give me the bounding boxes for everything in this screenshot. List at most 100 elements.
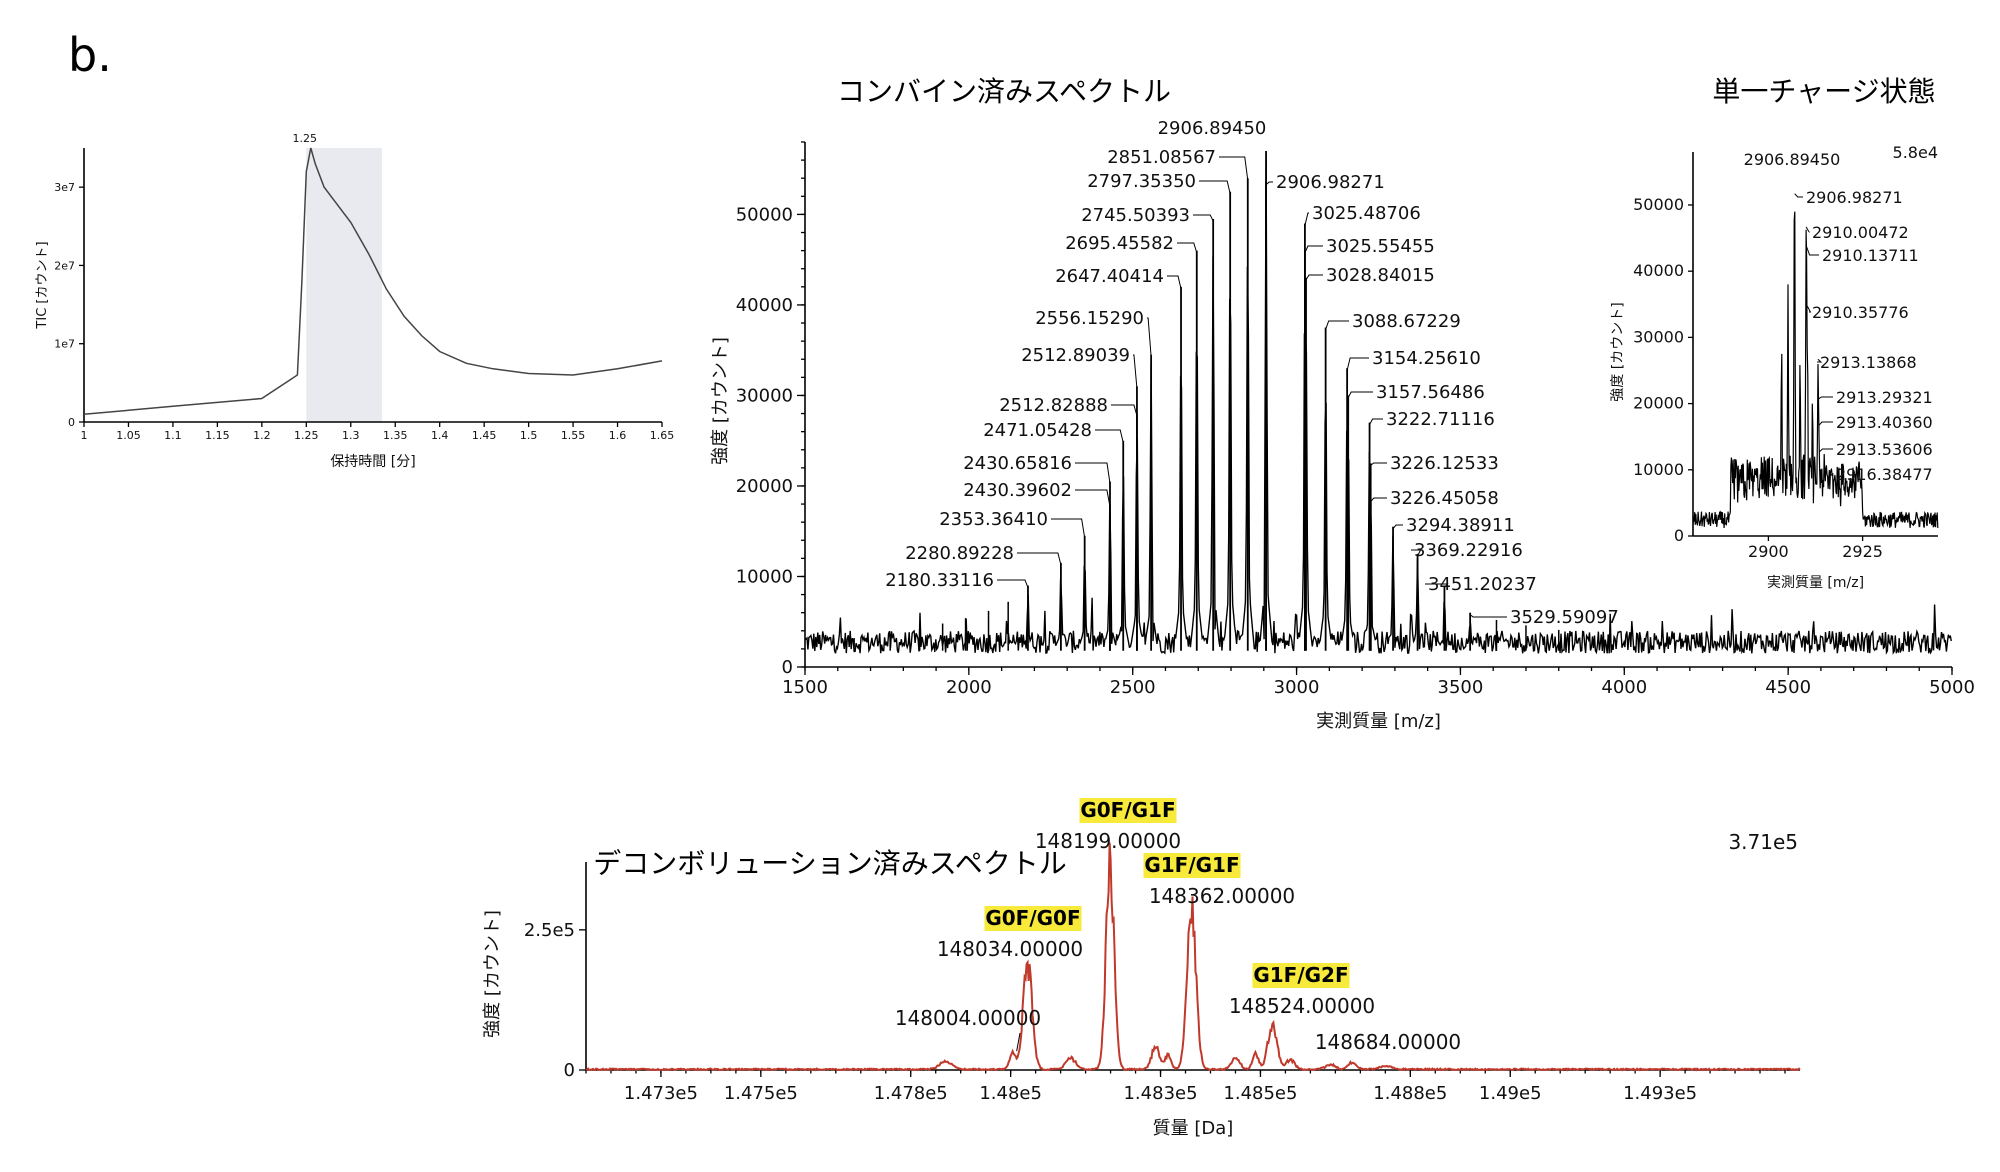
combined-peak-label: 3157.56486	[1376, 382, 1485, 403]
combined-label-leader	[1305, 274, 1323, 281]
decon-x-tick-label: 1.48e5	[979, 1083, 1042, 1104]
combined-peak-label: 2280.89228	[905, 543, 1014, 564]
combined-label-leader	[1469, 614, 1507, 618]
decon-max-label: 3.71e5	[1728, 830, 1798, 854]
combined-peak-label: 2906.98271	[1276, 172, 1385, 193]
tic-x-tick-label: 1.4	[431, 429, 449, 442]
combined-label-leader	[1111, 404, 1138, 416]
combined-peak-label: 3451.20237	[1428, 574, 1537, 595]
combined-label-leader	[1075, 462, 1111, 484]
combined-peak-label: 2430.65816	[963, 453, 1072, 474]
decon-x-tick-label: 1.475e5	[724, 1083, 798, 1104]
combined-y-tick-label: 50000	[736, 204, 793, 225]
decon-x-tick-label: 1.49e5	[1479, 1083, 1542, 1104]
decon-y-tick-label: 0	[564, 1060, 575, 1081]
inset-title: 単一チャージ状態	[1712, 75, 1935, 108]
combined-label-leader	[1219, 156, 1249, 181]
combined-x-tick-label: 2500	[1110, 677, 1156, 698]
inset-max-label: 5.8e4	[1893, 143, 1938, 162]
tic-x-tick-label: 1.55	[561, 429, 586, 442]
inset-label-leader	[1829, 473, 1834, 476]
combined-peak-label: 2695.45582	[1065, 233, 1174, 254]
tic-x-tick-label: 1	[81, 429, 88, 442]
tic-series-line	[83, 147, 663, 415]
combined-peak-label: 3025.55455	[1326, 236, 1435, 257]
glycoform-label: G0F/G1F	[1080, 798, 1175, 822]
inset-label-leader	[1806, 306, 1812, 313]
inset-peak-label: 2910.00472	[1812, 223, 1909, 242]
combined-x-tick-label: 2000	[946, 677, 992, 698]
panel-label: b.	[68, 28, 112, 82]
inset-peak-label: 2913.53606	[1836, 440, 1933, 459]
glycoform-label: G0F/G0F	[985, 906, 1080, 930]
combined-label-leader	[1017, 552, 1062, 566]
inset-y-tick-label: 0	[1674, 526, 1684, 545]
combined-peak-label: 2851.08567	[1107, 147, 1216, 168]
tic-x-tick-label: 1.2	[253, 429, 271, 442]
combined-label-leader	[1369, 418, 1383, 425]
tic-chart: 1 1.05 1.1 1.15 1.2 1.25 1.3 1.35 1.4 1.45 1.5 1.55…	[35, 132, 674, 470]
decon-x-axis-label: 質量 [Da]	[1153, 1118, 1234, 1139]
tic-y-axis-label: TIC [カウント]	[35, 241, 50, 329]
inset-y-tick-label: 20000	[1633, 394, 1684, 413]
combined-peak-label: 2430.39602	[963, 480, 1072, 501]
inset-label-leader	[1818, 421, 1833, 426]
glycoform-label: G1F/G2F	[1253, 963, 1348, 987]
glycoform-highlight	[1252, 963, 1350, 988]
decon-title: デコンボリューション済みスペクトル	[593, 847, 1066, 880]
decon-x-tick-label: 1.473e5	[624, 1083, 698, 1104]
glycoform-label: G1F/G1F	[1144, 853, 1239, 877]
glycoform-highlight	[1079, 798, 1177, 823]
combined-peak-label: 3369.22916	[1414, 540, 1523, 561]
decon-y-tick-label: 2.5e5	[524, 920, 575, 941]
tic-x-axis-label: 保持時間 [分]	[330, 454, 415, 470]
inset-peak-label: 2913.29321	[1836, 388, 1933, 407]
tic-y-tick-label: 1e7	[54, 338, 75, 351]
combined-label-leader	[1304, 212, 1309, 226]
tic-x-tick-label: 1.5	[520, 429, 538, 442]
decon-x-tick-label: 1.485e5	[1223, 1083, 1297, 1104]
combined-y-tick-label: 20000	[736, 476, 793, 497]
decon-peak-label: 148199.00000	[1035, 829, 1181, 853]
decon-x-tick-label: 1.493e5	[1623, 1083, 1697, 1104]
inset-label-leader	[1819, 448, 1833, 453]
combined-peak-label: 2512.82888	[999, 395, 1108, 416]
combined-spectrum-line	[804, 160, 1952, 655]
combined-peak-label: 2180.33116	[885, 570, 994, 591]
tic-y-tick-label: 2e7	[54, 259, 75, 272]
inset-peak-label: 2910.13711	[1822, 246, 1919, 265]
combined-peak-label: 3025.48706	[1312, 203, 1421, 224]
inset-label-leader	[1818, 396, 1833, 400]
combined-label-leader	[1133, 354, 1138, 389]
combined-label-leader	[1177, 242, 1198, 253]
inset-y-tick-label: 50000	[1633, 195, 1684, 214]
combined-label-leader	[1425, 583, 1449, 588]
combined-x-tick-label: 4500	[1765, 677, 1811, 698]
combined-peak-label: 2745.50393	[1081, 205, 1190, 226]
combined-label-leader	[1370, 462, 1387, 466]
tic-x-tick-label: 1.45	[472, 429, 497, 442]
combined-title: コンバイン済みスペクトル	[837, 75, 1171, 108]
decon-x-tick-label: 1.488e5	[1373, 1083, 1447, 1104]
single-charge-line	[1692, 211, 1939, 529]
tic-peak-label: 1.25	[293, 132, 318, 145]
combined-label-leader	[1370, 497, 1387, 502]
combined-label-leader	[1095, 429, 1124, 443]
combined-peak-label: 2647.40414	[1055, 266, 1164, 287]
inset-label-leader	[1805, 226, 1810, 233]
combined-y-tick-label: 40000	[736, 295, 793, 316]
combined-label-leader	[1147, 317, 1152, 357]
combined-x-tick-label: 3500	[1438, 677, 1484, 698]
combined-y-tick-label: 30000	[736, 385, 793, 406]
inset-label-leader	[1817, 358, 1823, 363]
decon-x-tick-label: 1.478e5	[874, 1083, 948, 1104]
combined-peak-label: 2797.35350	[1087, 171, 1196, 192]
combined-peak-label: 2906.89450	[1158, 118, 1267, 139]
deconvoluted-line	[585, 842, 1801, 1072]
tic-x-tick-label: 1.15	[205, 429, 230, 442]
tic-y-tick-label: 0	[68, 416, 75, 429]
inset-peak-label: 2913.40360	[1836, 413, 1933, 432]
inset-peak-label: 2913.13868	[1820, 353, 1917, 372]
